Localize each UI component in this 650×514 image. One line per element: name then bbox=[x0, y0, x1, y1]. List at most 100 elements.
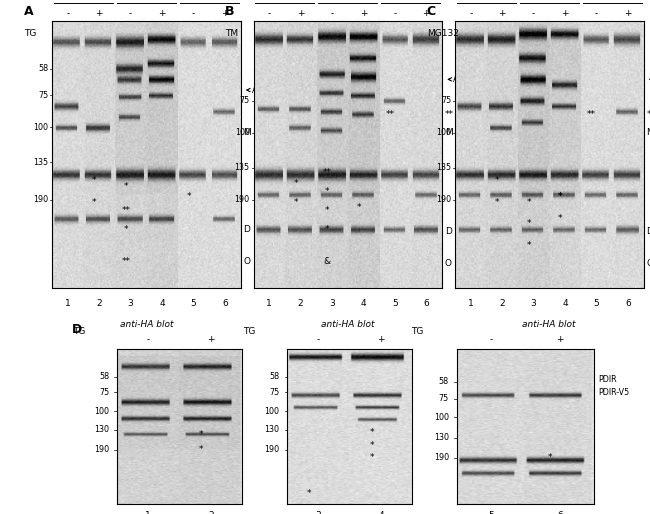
Text: **: ** bbox=[587, 109, 596, 119]
Text: 75: 75 bbox=[38, 91, 48, 100]
Text: 130: 130 bbox=[265, 425, 279, 434]
Text: *: * bbox=[558, 214, 562, 223]
Text: 135: 135 bbox=[33, 158, 48, 167]
Text: 1: 1 bbox=[468, 299, 474, 307]
Text: PDIR: PDIR bbox=[598, 376, 617, 384]
Text: *: * bbox=[325, 187, 330, 196]
Text: 2: 2 bbox=[208, 510, 214, 514]
Text: C: C bbox=[426, 5, 436, 18]
Text: -: - bbox=[317, 335, 320, 344]
Text: *: * bbox=[92, 198, 97, 207]
Text: M: M bbox=[445, 128, 452, 137]
Text: 3: 3 bbox=[329, 299, 335, 307]
Text: anti-HA blot: anti-HA blot bbox=[120, 320, 173, 329]
Text: D: D bbox=[445, 227, 452, 236]
Text: 1: 1 bbox=[266, 299, 272, 307]
Text: +: + bbox=[499, 9, 506, 18]
Text: *: * bbox=[369, 441, 374, 450]
Text: -: - bbox=[469, 9, 473, 18]
Text: +: + bbox=[158, 9, 166, 18]
Text: O: O bbox=[243, 256, 250, 266]
Text: A: A bbox=[24, 5, 33, 18]
Text: 2: 2 bbox=[298, 299, 304, 307]
Text: 58: 58 bbox=[99, 372, 109, 381]
Text: +: + bbox=[359, 9, 367, 18]
Text: *: * bbox=[526, 219, 531, 228]
Text: +: + bbox=[207, 335, 214, 344]
Text: 100: 100 bbox=[265, 407, 279, 416]
Text: 5: 5 bbox=[190, 299, 196, 307]
Text: *: * bbox=[495, 176, 500, 186]
Text: 4: 4 bbox=[159, 299, 164, 307]
Text: 6: 6 bbox=[222, 299, 227, 307]
Text: 100: 100 bbox=[436, 128, 451, 137]
Text: +: + bbox=[377, 335, 385, 344]
Text: *: * bbox=[558, 192, 562, 201]
Text: 3: 3 bbox=[530, 299, 536, 307]
Text: 190: 190 bbox=[436, 195, 451, 204]
Text: 6: 6 bbox=[557, 510, 563, 514]
Text: *: * bbox=[92, 176, 97, 186]
Text: *: * bbox=[558, 192, 562, 201]
Text: +: + bbox=[221, 9, 229, 18]
Text: anti-HA blot: anti-HA blot bbox=[321, 320, 374, 329]
Text: 100: 100 bbox=[434, 413, 449, 422]
Text: ATP6-P: ATP6-P bbox=[453, 75, 480, 84]
Text: *: * bbox=[294, 198, 298, 207]
Text: *: * bbox=[369, 453, 374, 462]
Text: 5: 5 bbox=[593, 299, 599, 307]
Text: 135: 135 bbox=[235, 163, 250, 172]
Text: 6: 6 bbox=[625, 299, 630, 307]
Text: 3: 3 bbox=[127, 299, 133, 307]
Text: 75: 75 bbox=[441, 96, 451, 105]
Text: *: * bbox=[495, 198, 500, 207]
Text: 75: 75 bbox=[269, 388, 280, 397]
Text: *: * bbox=[526, 241, 531, 250]
Text: -: - bbox=[532, 9, 535, 18]
Text: *: * bbox=[325, 206, 330, 215]
Text: M: M bbox=[646, 128, 650, 137]
Text: +: + bbox=[297, 9, 304, 18]
Text: -: - bbox=[489, 335, 493, 344]
Text: **: ** bbox=[122, 206, 131, 215]
Text: M: M bbox=[243, 128, 251, 137]
Text: 75: 75 bbox=[99, 388, 109, 397]
Text: -: - bbox=[268, 9, 271, 18]
Text: B: B bbox=[226, 5, 235, 18]
Text: +: + bbox=[624, 9, 632, 18]
Text: *: * bbox=[187, 192, 191, 201]
Text: 58: 58 bbox=[270, 372, 280, 381]
Text: 2: 2 bbox=[96, 299, 102, 307]
Text: -: - bbox=[129, 9, 132, 18]
Text: -: - bbox=[66, 9, 70, 18]
Text: *: * bbox=[199, 446, 203, 454]
Text: *: * bbox=[526, 198, 531, 207]
Text: 6: 6 bbox=[423, 299, 429, 307]
Text: +: + bbox=[422, 9, 430, 18]
Text: 4: 4 bbox=[562, 299, 567, 307]
Text: 190: 190 bbox=[265, 446, 279, 454]
Text: anti-HA blot: anti-HA blot bbox=[523, 320, 576, 329]
Text: 190: 190 bbox=[235, 195, 250, 204]
Text: **: ** bbox=[385, 109, 395, 119]
Text: *: * bbox=[325, 225, 330, 233]
Text: *: * bbox=[356, 203, 361, 212]
Text: -: - bbox=[192, 9, 195, 18]
Text: 3: 3 bbox=[315, 510, 321, 514]
Text: *: * bbox=[199, 430, 203, 439]
Text: *: * bbox=[547, 453, 552, 462]
Text: TG: TG bbox=[24, 29, 36, 38]
Text: 130: 130 bbox=[434, 433, 449, 442]
Text: +: + bbox=[96, 9, 103, 18]
Text: 135: 135 bbox=[436, 163, 451, 172]
Text: *: * bbox=[369, 428, 374, 437]
Text: 130: 130 bbox=[94, 425, 109, 434]
Text: **: ** bbox=[646, 109, 650, 119]
Text: **: ** bbox=[122, 256, 131, 266]
Text: D: D bbox=[243, 225, 250, 233]
Text: 190: 190 bbox=[94, 446, 109, 454]
Text: MG132: MG132 bbox=[426, 29, 459, 38]
Text: D: D bbox=[72, 323, 82, 336]
Text: 75: 75 bbox=[439, 394, 449, 403]
Text: -: - bbox=[147, 335, 150, 344]
